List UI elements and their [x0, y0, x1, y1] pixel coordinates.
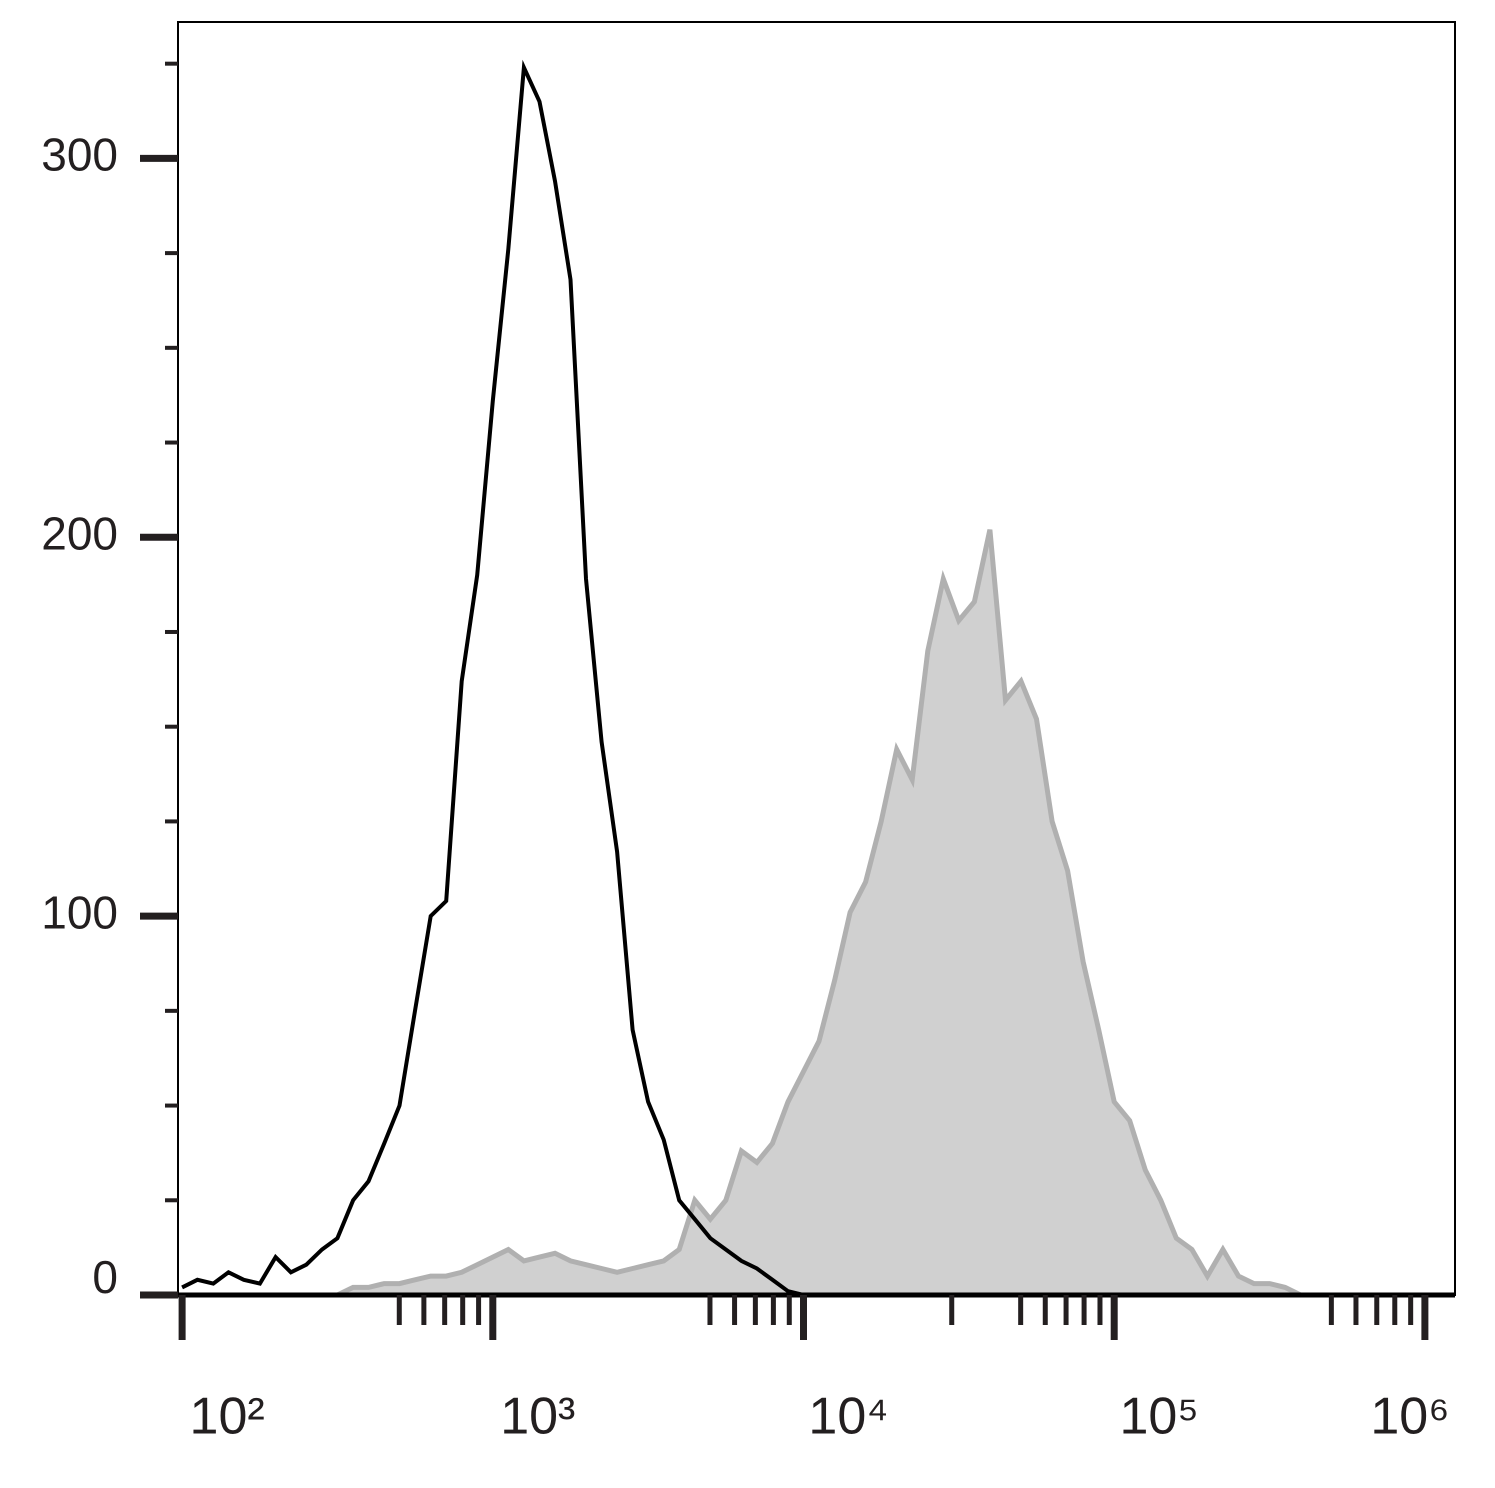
- x-tick-label: 10²: [190, 1388, 265, 1446]
- x-tick-label: 10⁶: [1370, 1388, 1449, 1446]
- x-tick-label: 10⁵: [1119, 1388, 1198, 1446]
- y-tick-label: 200: [41, 507, 118, 559]
- x-tick-label: 10⁴: [808, 1388, 888, 1446]
- histogram-area: [182, 529, 1441, 1298]
- x-tick-label: 10³: [500, 1388, 575, 1446]
- y-tick-label: 0: [92, 1251, 118, 1303]
- y-tick-label: 300: [41, 129, 118, 181]
- y-tick-label: 100: [41, 886, 118, 938]
